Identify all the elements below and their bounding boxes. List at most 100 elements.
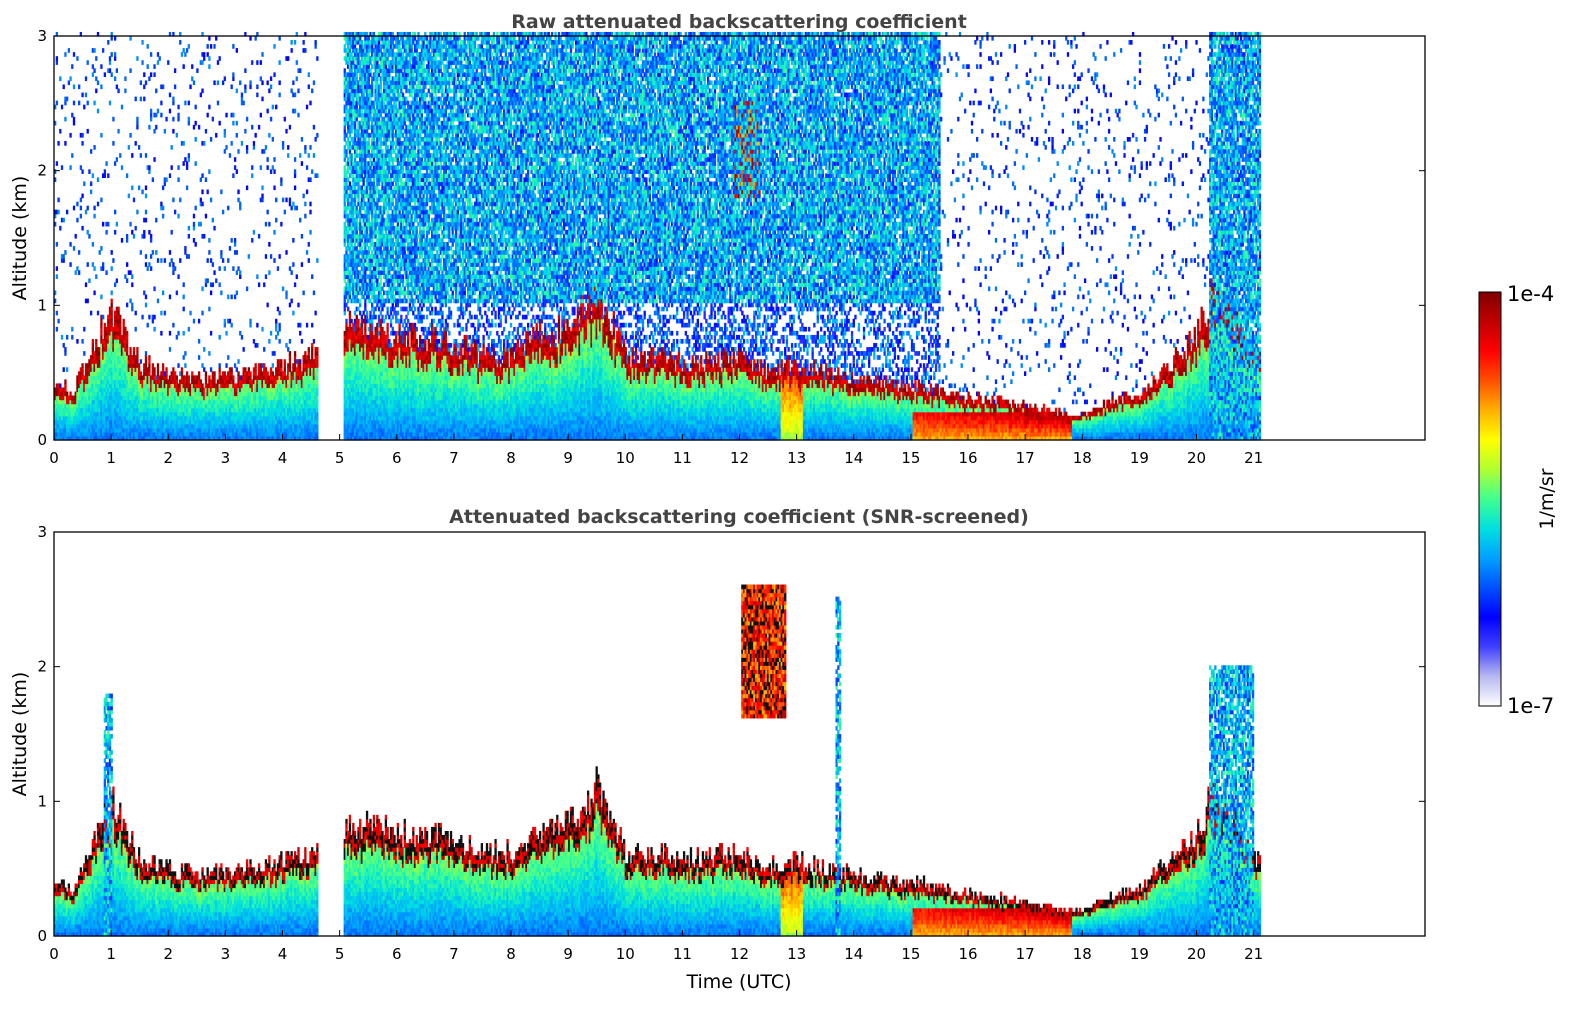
- heatmap-cell: [76, 266, 78, 271]
- heatmap-cell: [78, 101, 80, 106]
- heatmap-cell: [109, 60, 111, 65]
- heatmap-cell: [64, 351, 66, 356]
- heatmap-cell: [64, 347, 66, 352]
- heatmap-cell: [97, 109, 99, 114]
- heatmap-raw: [54, 32, 1261, 441]
- heatmap-cell: [63, 254, 65, 259]
- heatmap-cell: [87, 230, 89, 235]
- heatmap-cell: [73, 246, 75, 251]
- heatmap-cell: [109, 68, 111, 73]
- heatmap-cell: [102, 48, 104, 53]
- heatmap-cell: [73, 84, 75, 89]
- heatmap-cell: [78, 250, 80, 255]
- figure: Raw attenuated backscattering coefficien…: [0, 0, 1595, 1020]
- heatmap-cell: [59, 226, 61, 231]
- heatmap-cell: [56, 161, 58, 166]
- heatmap-cell: [97, 177, 99, 182]
- heatmap-cell: [56, 266, 58, 271]
- heatmap-cell: [88, 169, 90, 174]
- heatmap-cell: [57, 198, 59, 203]
- heatmap-cell: [69, 262, 71, 267]
- heatmap-cell: [64, 379, 66, 384]
- heatmap-cell: [73, 101, 75, 106]
- heatmap-cell: [100, 331, 102, 336]
- heatmap-cell: [56, 60, 58, 65]
- heatmap-cell: [105, 161, 107, 166]
- heatmap-cell: [81, 141, 83, 146]
- heatmap-cell: [85, 93, 87, 98]
- heatmap-cell: [63, 84, 65, 89]
- heatmap-cell: [81, 371, 83, 376]
- heatmap-cell: [59, 76, 61, 81]
- heatmap-cell: [100, 246, 102, 251]
- heatmap-cell: [76, 339, 78, 344]
- heatmap-cell: [64, 117, 66, 122]
- heatmap-cell: [95, 76, 97, 81]
- heatmap-cell: [63, 218, 65, 223]
- heatmap-cell: [92, 339, 94, 344]
- heatmap-cell: [107, 40, 109, 45]
- panel-title-raw: Raw attenuated backscattering coefficien…: [511, 11, 967, 33]
- heatmap-cell: [100, 335, 102, 340]
- heatmap-cell: [64, 387, 66, 392]
- heatmap-cell: [93, 68, 95, 73]
- heatmap-cell: [102, 222, 104, 227]
- heatmap-cell: [93, 101, 95, 106]
- heatmap-cell: [85, 210, 87, 215]
- heatmap-cell: [64, 52, 66, 57]
- heatmap-cell: [63, 343, 65, 348]
- heatmap-cell: [107, 173, 109, 178]
- heatmap-cell: [100, 198, 102, 203]
- heatmap-cell: [100, 295, 102, 300]
- heatmap-cell: [102, 266, 104, 271]
- heatmap-cell: [87, 206, 89, 211]
- heatmap-cell: [73, 121, 75, 126]
- heatmap-cell: [64, 101, 66, 106]
- heatmap-cell: [81, 226, 83, 231]
- heatmap-cell: [56, 56, 58, 61]
- heatmap-cell: [76, 218, 78, 223]
- heatmap-cell: [100, 319, 102, 324]
- heatmap-cell: [87, 129, 89, 134]
- heatmap-cell: [59, 383, 61, 388]
- heatmap-cell: [83, 181, 85, 186]
- heatmap-cell: [95, 56, 97, 61]
- heatmap-cell: [109, 101, 111, 106]
- heatmap-cell: [97, 80, 99, 85]
- heatmap-cell: [80, 165, 82, 170]
- heatmap-cell: [61, 105, 63, 110]
- heatmap-cell: [56, 101, 58, 106]
- heatmap-cell: [100, 84, 102, 89]
- heatmap-cell: [95, 274, 97, 279]
- heatmap-cell: [93, 48, 95, 53]
- heatmap-cell: [105, 270, 107, 275]
- heatmap-cell: [66, 210, 68, 215]
- heatmap-cell: [69, 133, 71, 138]
- heatmap-cell: [92, 343, 94, 348]
- heatmap-cell: [73, 206, 75, 211]
- heatmap-cell: [66, 335, 68, 340]
- heatmap-cell: [56, 327, 58, 332]
- heatmap-cell: [71, 153, 73, 158]
- heatmap-cell: [56, 242, 58, 247]
- heatmap-cell: [57, 210, 59, 215]
- heatmap-cell: [97, 202, 99, 207]
- heatmap-cell: [88, 278, 90, 283]
- heatmap-cell: [59, 129, 61, 134]
- heatmap-cell: [99, 250, 101, 255]
- heatmap-cell: [68, 48, 70, 53]
- heatmap-cell: [81, 367, 83, 372]
- heatmap-cell: [75, 234, 77, 239]
- heatmap-cell: [71, 64, 73, 69]
- heatmap-cell: [66, 97, 68, 102]
- heatmap-cell: [76, 202, 78, 207]
- heatmap-cell: [90, 190, 92, 195]
- heatmap-cell: [87, 262, 89, 267]
- heatmap-cell: [92, 242, 94, 247]
- heatmap-cell: [92, 64, 94, 69]
- heatmap-cell: [93, 206, 95, 211]
- heatmap-cell: [90, 149, 92, 154]
- heatmap-cell: [69, 76, 71, 81]
- heatmap-cell: [57, 141, 59, 146]
- heatmap-cell: [81, 363, 83, 368]
